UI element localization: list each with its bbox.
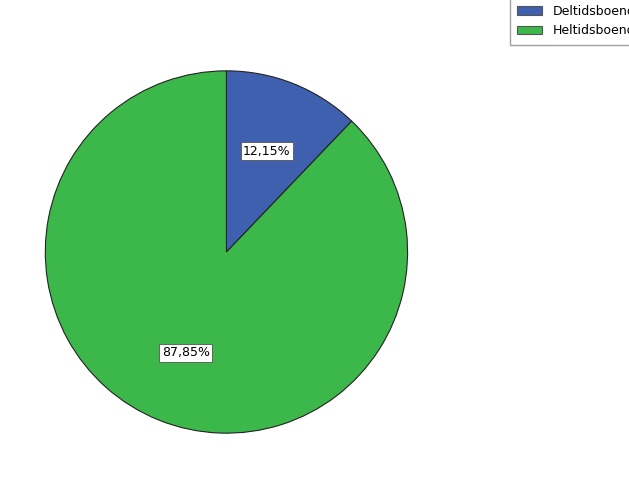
Text: 87,85%: 87,85% (162, 346, 210, 359)
Text: 12,15%: 12,15% (243, 145, 291, 158)
Wedge shape (45, 71, 408, 433)
Wedge shape (226, 71, 352, 252)
Legend: Deltidsboende, Heltidsboende: Deltidsboende, Heltidsboende (509, 0, 629, 45)
